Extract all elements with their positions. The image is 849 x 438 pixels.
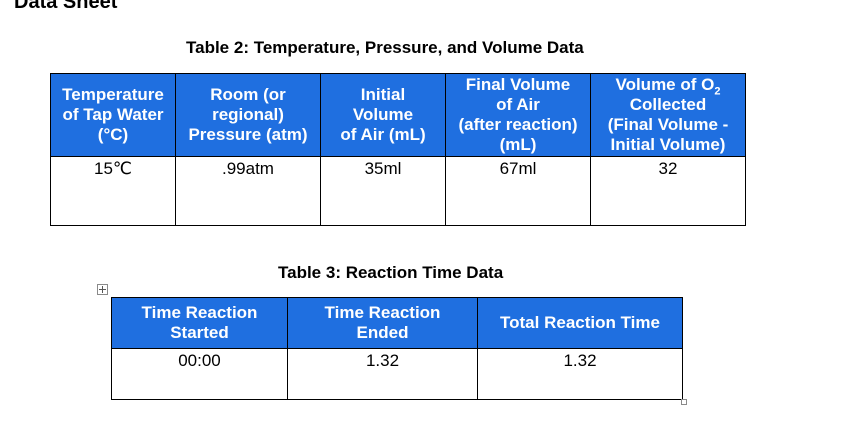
- header-line: Initial: [360, 85, 406, 104]
- table-row: 00:00 1.32 1.32: [111, 348, 683, 400]
- table3-cell-started[interactable]: 00:00: [111, 348, 288, 400]
- table2-header-initial-volume[interactable]: Initial Volume of Air (mL): [320, 73, 446, 157]
- header-line: (after reaction): [458, 115, 578, 134]
- header-line: Ended: [356, 323, 409, 342]
- table-row: 15℃ .99atm 35ml 67ml 32: [50, 156, 746, 226]
- table2-header-temperature[interactable]: Temperature of Tap Water (°C): [50, 73, 176, 157]
- table3-header-started[interactable]: Time Reaction Started: [111, 297, 288, 349]
- header-line: regional): [212, 105, 284, 124]
- header-line: Temperature: [62, 85, 164, 104]
- header-line: (°C): [97, 125, 129, 144]
- header-line: Final Volume: [465, 75, 571, 94]
- header-line: Total Reaction Time: [500, 313, 660, 332]
- header-line: Volume of O2: [592, 75, 745, 98]
- table2-cell-final-volume[interactable]: 67ml: [445, 156, 591, 226]
- table3-header-ended[interactable]: Time Reaction Ended: [287, 297, 478, 349]
- header-line: of Air: [496, 95, 540, 114]
- table2-header-row: Temperature of Tap Water (°C) Room (or r…: [50, 73, 746, 157]
- table2-header-pressure[interactable]: Room (or regional) Pressure (atm): [175, 73, 321, 157]
- header-line: Volume: [352, 105, 414, 124]
- header-line: Time Reaction: [324, 303, 441, 322]
- header-line: of Tap Water: [62, 105, 164, 124]
- header-line: Pressure (atm): [188, 125, 308, 144]
- table3-cell-total[interactable]: 1.32: [477, 348, 683, 400]
- header-text: Volume of O: [615, 75, 715, 94]
- table2-header-o2-collected[interactable]: Volume of O2 Collected (Final Volume - I…: [590, 73, 746, 157]
- header-line: Started: [170, 323, 229, 342]
- resize-square-icon[interactable]: [681, 399, 687, 405]
- table3-header-row: Time Reaction Started Time Reaction Ende…: [111, 297, 683, 349]
- move-cross-icon[interactable]: [97, 284, 108, 295]
- table2-cell-pressure[interactable]: .99atm: [175, 156, 321, 226]
- table2-cell-temperature[interactable]: 15℃: [50, 156, 176, 226]
- header-line: Collected: [629, 95, 707, 114]
- header-line: Time Reaction: [141, 303, 258, 322]
- table2-caption: Table 2: Temperature, Pressure, and Volu…: [186, 38, 584, 57]
- table2[interactable]: Temperature of Tap Water (°C) Room (or r…: [50, 73, 746, 226]
- header-line: Room (or: [210, 85, 286, 104]
- table3-header-total[interactable]: Total Reaction Time: [477, 297, 683, 349]
- header-line: of Air (mL): [340, 125, 426, 144]
- header-line: (mL): [499, 135, 537, 154]
- table3-cell-ended[interactable]: 1.32: [287, 348, 478, 400]
- header-line: Initial Volume): [610, 135, 726, 154]
- o2-subscript: 2: [714, 85, 721, 98]
- table3[interactable]: Time Reaction Started Time Reaction Ende…: [111, 297, 683, 400]
- header-line: (Final Volume -: [607, 115, 729, 134]
- table2-cell-o2-collected[interactable]: 32: [590, 156, 746, 226]
- table2-header-final-volume[interactable]: Final Volume of Air (after reaction) (mL…: [445, 73, 591, 157]
- table3-caption: Table 3: Reaction Time Data: [278, 263, 504, 282]
- sheet-heading: Data Sheet: [14, 0, 118, 13]
- table2-cell-initial-volume[interactable]: 35ml: [320, 156, 446, 226]
